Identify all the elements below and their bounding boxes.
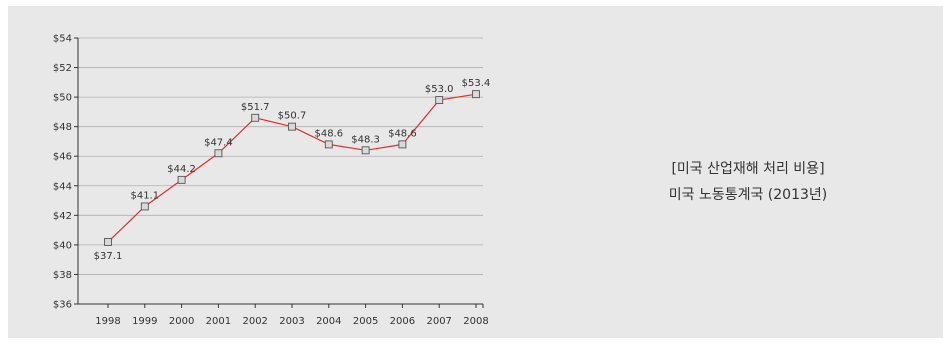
x-tick-label: 1999 bbox=[132, 316, 157, 327]
caption-title: [미국 산업재해 처리 비용] bbox=[671, 161, 825, 177]
gridlines bbox=[78, 37, 483, 305]
x-tick-label: 2007 bbox=[426, 316, 451, 327]
data-point bbox=[177, 175, 186, 184]
data-label: $41.1 bbox=[130, 190, 159, 201]
data-point bbox=[214, 149, 223, 158]
y-tick-label: $38 bbox=[53, 270, 72, 281]
data-markers bbox=[104, 90, 480, 246]
data-label: $48.3 bbox=[351, 134, 380, 145]
data-labels: $37.1 $41.1 $44.2 $47.4 $51.7 $50.7 $48.6 $48.3… bbox=[94, 78, 491, 262]
x-tick-label: 2002 bbox=[242, 316, 267, 327]
y-axis-ticks: $36 $38 $40 $42 $44 $46 $48 $50 $52 $54 bbox=[53, 34, 78, 311]
y-tick-label: $36 bbox=[53, 300, 72, 311]
y-tick-label: $52 bbox=[53, 63, 72, 74]
x-tick-label: 2004 bbox=[316, 316, 341, 327]
x-tick-label: 2006 bbox=[390, 316, 415, 327]
data-label: $47.4 bbox=[204, 137, 233, 148]
x-tick-label: 2005 bbox=[353, 316, 378, 327]
y-tick-label: $46 bbox=[53, 152, 72, 163]
x-tick-label: 2003 bbox=[279, 316, 304, 327]
data-label: $51.7 bbox=[241, 102, 270, 113]
data-point bbox=[104, 237, 112, 246]
chart-caption: [미국 산업재해 처리 비용] 미국 노동통계국 (2013년) bbox=[598, 156, 898, 208]
data-label: $48.6 bbox=[314, 128, 343, 139]
data-point bbox=[472, 90, 480, 99]
data-point bbox=[398, 140, 407, 149]
y-tick-label: $54 bbox=[53, 34, 72, 45]
x-axis-ticks: 1998 1999 2000 2001 2002 2003 2004 2005 2006 2007… bbox=[95, 304, 489, 327]
y-tick-label: $44 bbox=[53, 181, 72, 192]
data-point bbox=[361, 146, 370, 155]
data-point bbox=[251, 113, 260, 122]
y-tick-label: $48 bbox=[53, 122, 72, 133]
data-label: $44.2 bbox=[167, 164, 196, 175]
data-point bbox=[324, 140, 333, 149]
data-label: $53.4 bbox=[462, 78, 491, 89]
data-label: $50.7 bbox=[278, 111, 307, 122]
x-tick-label: 2000 bbox=[169, 316, 194, 327]
data-label: $37.1 bbox=[94, 251, 123, 262]
x-tick-label: 1998 bbox=[95, 316, 120, 327]
y-tick-label: $42 bbox=[53, 211, 72, 222]
x-tick-label: 2008 bbox=[463, 316, 488, 327]
line-chart: $36 $38 $40 $42 $44 $46 $48 $50 $52 $54 1998 1999 2… bbox=[53, 34, 491, 328]
data-label: $48.6 bbox=[388, 128, 417, 139]
caption-source: 미국 노동통계국 (2013년) bbox=[668, 187, 828, 203]
data-point bbox=[435, 96, 444, 105]
y-tick-label: $50 bbox=[53, 93, 72, 104]
data-point bbox=[288, 122, 296, 131]
data-label: $53.0 bbox=[425, 84, 454, 95]
data-point bbox=[140, 202, 149, 211]
chart-panel: $36 $38 $40 $42 $44 $46 $48 $50 $52 $54 1998 1999 2… bbox=[8, 6, 943, 338]
x-tick-label: 2001 bbox=[206, 316, 231, 327]
y-tick-label: $40 bbox=[53, 240, 72, 251]
